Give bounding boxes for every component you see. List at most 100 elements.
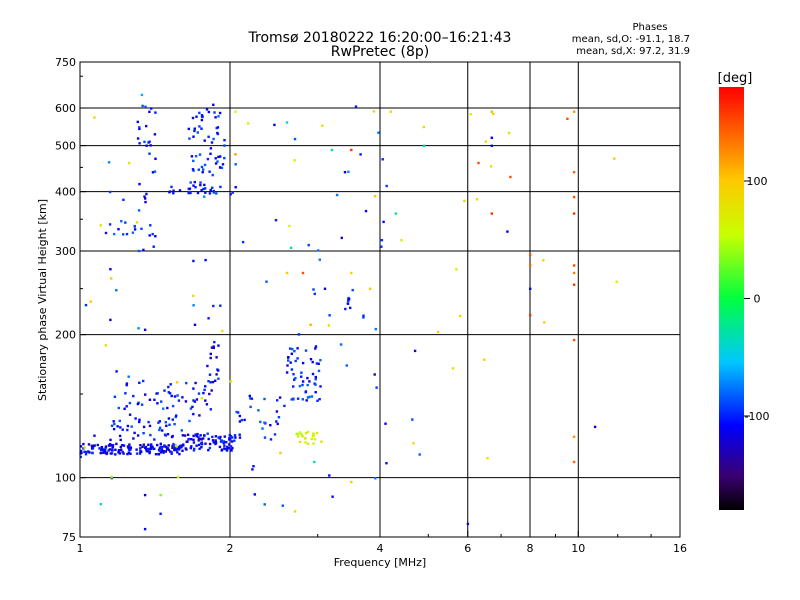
echo-point <box>455 268 458 271</box>
echo-point <box>208 392 211 396</box>
echo-point <box>231 446 234 450</box>
echo-point <box>209 381 212 384</box>
echo-point <box>168 191 171 194</box>
echo-point <box>148 152 151 155</box>
echo-point <box>207 110 211 114</box>
echo-point <box>203 183 206 187</box>
echo-point <box>107 161 111 164</box>
echo-point <box>506 230 509 233</box>
echo-point <box>194 433 197 436</box>
chart-subtitle: RwPretec (8p) <box>331 44 429 60</box>
echo-point <box>261 427 264 430</box>
echo-point <box>228 438 231 441</box>
colorbar <box>719 87 744 510</box>
echo-point <box>83 450 86 453</box>
echo-point <box>168 423 171 426</box>
echo-point <box>223 144 226 147</box>
echo-point <box>613 157 616 160</box>
echo-point <box>492 112 495 116</box>
echo-point <box>222 440 225 443</box>
echo-point <box>165 445 168 449</box>
echo-point <box>82 442 85 446</box>
echo-point <box>89 300 92 303</box>
echo-point <box>212 103 215 106</box>
echo-point <box>529 314 532 317</box>
echo-point <box>178 189 182 192</box>
echo-point <box>234 153 237 156</box>
echo-point <box>263 397 266 401</box>
echo-point <box>351 288 354 292</box>
echo-point <box>197 392 201 395</box>
echo-point <box>364 209 368 213</box>
echo-point <box>113 422 116 426</box>
echo-point <box>142 432 145 435</box>
echo-point <box>165 424 168 427</box>
echo-point <box>529 264 532 267</box>
echo-point <box>170 451 173 454</box>
echo-point <box>104 445 108 448</box>
echo-point <box>83 446 86 449</box>
echo-point <box>328 314 331 317</box>
echo-point <box>207 448 210 452</box>
x-tick-label: 6 <box>464 542 471 555</box>
echo-point <box>215 192 218 195</box>
echo-point <box>110 477 113 480</box>
echo-point <box>188 419 191 423</box>
echo-point <box>115 442 118 446</box>
echo-point <box>295 432 298 436</box>
echo-point <box>163 389 166 392</box>
echo-point <box>93 116 96 119</box>
echo-point <box>490 144 493 147</box>
echo-point <box>304 431 308 435</box>
echo-point <box>327 324 331 327</box>
echo-point <box>202 187 205 191</box>
echo-point <box>288 224 291 228</box>
echo-point <box>137 249 141 253</box>
echo-point <box>203 139 206 142</box>
echo-point <box>198 414 201 417</box>
echo-point <box>192 184 195 187</box>
echo-point <box>483 358 486 361</box>
echo-point <box>115 370 118 373</box>
echo-point <box>269 424 272 427</box>
echo-point <box>111 444 115 447</box>
echo-point <box>219 440 223 443</box>
echo-point <box>278 396 282 399</box>
echo-point <box>490 110 493 113</box>
echo-point <box>593 425 597 429</box>
echo-point <box>162 407 165 410</box>
echo-point <box>217 115 220 118</box>
echo-point <box>99 451 102 455</box>
echo-point <box>198 447 201 450</box>
echo-point <box>296 347 299 350</box>
echo-point <box>100 446 104 449</box>
echo-point <box>137 327 140 330</box>
echo-point <box>572 271 576 275</box>
echo-point <box>228 446 231 450</box>
echo-point <box>148 424 152 428</box>
echo-point <box>312 442 315 445</box>
echo-point <box>199 183 202 187</box>
echo-point <box>158 426 162 430</box>
echo-point <box>159 512 162 515</box>
echo-point <box>136 137 140 140</box>
echo-point <box>221 163 225 166</box>
echo-point <box>296 357 299 360</box>
echo-point <box>143 493 147 497</box>
echo-point <box>204 385 207 388</box>
echo-point <box>292 398 295 401</box>
echo-point <box>205 108 209 111</box>
echo-point <box>306 430 310 434</box>
echo-point <box>103 448 107 451</box>
echo-point <box>150 443 153 446</box>
y-tick-label: 750 <box>55 56 76 69</box>
echo-point <box>296 435 300 438</box>
echo-point <box>158 420 161 423</box>
echo-point <box>311 372 315 376</box>
echo-point <box>212 441 215 444</box>
echo-point <box>158 446 162 450</box>
x-axis: 1 2 4 6 8 10 16 <box>77 531 687 555</box>
echo-point <box>142 443 145 446</box>
echo-point <box>124 392 127 395</box>
echo-point <box>84 453 88 456</box>
